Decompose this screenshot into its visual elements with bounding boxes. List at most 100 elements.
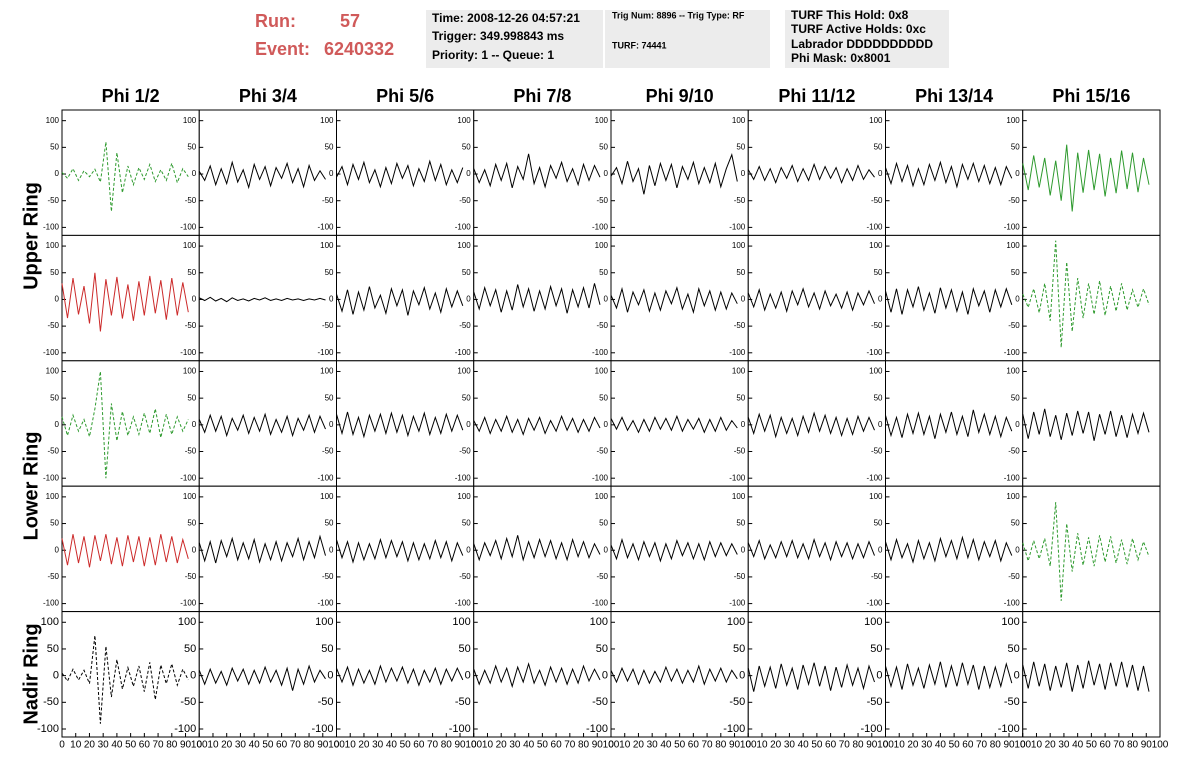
panel-frame	[473, 360, 612, 487]
x-tick-label: 100	[191, 740, 208, 751]
y-tick-label: 0	[1015, 545, 1020, 554]
y-tick-label: -50	[185, 447, 197, 456]
x-tick-label: 100	[740, 740, 757, 751]
x-tick-label: 10	[619, 740, 631, 751]
y-tick-label: -100	[43, 348, 60, 357]
waveform	[198, 534, 326, 564]
x-tick-label: 90	[180, 740, 192, 751]
y-tick-label: -50	[729, 696, 745, 708]
y-tick-label: -50	[1004, 696, 1020, 708]
y-tick-label: -50	[185, 196, 197, 205]
y-tick-label: 100	[864, 616, 882, 628]
y-tick-label: 50	[187, 519, 196, 528]
waveform	[61, 635, 189, 724]
x-tick-label: 100	[465, 740, 482, 751]
waveform	[885, 409, 1013, 439]
y-tick-label: -100	[174, 723, 196, 735]
y-tick-label: -50	[871, 196, 883, 205]
column-title: Phi 3/4	[239, 86, 297, 106]
y-tick-label: 50	[1011, 268, 1020, 277]
y-tick-label: 100	[46, 367, 60, 376]
waveform	[610, 414, 738, 434]
x-tick-label: 80	[166, 740, 178, 751]
y-tick-label: 100	[727, 616, 745, 628]
y-tick-label: 100	[320, 241, 334, 250]
y-tick-label: -50	[455, 696, 471, 708]
y-tick-label: 50	[459, 643, 471, 655]
y-tick-label: -50	[322, 447, 334, 456]
y-tick-label: -100	[180, 473, 197, 482]
y-tick-label: 50	[736, 393, 745, 402]
y-tick-label: 100	[183, 116, 197, 125]
y-tick-label: 0	[53, 670, 59, 682]
x-tick-label: 0	[745, 740, 751, 751]
y-tick-label: 0	[1015, 420, 1020, 429]
time: Time: 2008-12-26 04:57:21	[432, 11, 580, 25]
column-title: Phi 15/16	[1052, 86, 1130, 106]
y-tick-label: 100	[457, 116, 471, 125]
waveform	[885, 286, 1013, 315]
y-tick-label: 50	[187, 268, 196, 277]
y-tick-label: 50	[736, 142, 745, 151]
x-tick-label: 30	[372, 740, 384, 751]
x-tick-label: 40	[523, 740, 535, 751]
y-tick-label: 0	[1014, 670, 1020, 682]
waveform	[336, 285, 464, 316]
x-tick-label: 0	[196, 740, 202, 751]
waveform	[1022, 144, 1150, 212]
y-tick-label: 50	[325, 268, 334, 277]
x-tick-label: 90	[729, 740, 741, 751]
y-tick-label: 0	[878, 420, 883, 429]
y-tick-label: -50	[596, 196, 608, 205]
y-tick-label: 0	[55, 169, 60, 178]
column-title: Phi 7/8	[513, 86, 571, 106]
y-tick-label: -100	[586, 723, 608, 735]
x-tick-label: 20	[770, 740, 782, 751]
y-tick-label: -100	[311, 723, 333, 735]
y-tick-label: 0	[466, 420, 471, 429]
y-tick-label: 0	[327, 670, 333, 682]
y-tick-label: -100	[1004, 348, 1021, 357]
x-tick-label: 80	[990, 740, 1002, 751]
column-title: Phi 9/10	[646, 86, 714, 106]
y-tick-label: 100	[183, 241, 197, 250]
waveform	[1022, 660, 1150, 692]
y-tick-label: 0	[329, 420, 334, 429]
y-tick-label: -50	[1008, 447, 1020, 456]
x-tick-label: 0	[471, 740, 477, 751]
y-tick-label: 100	[732, 492, 746, 501]
y-tick-label: 100	[457, 492, 471, 501]
y-tick-label: 100	[595, 241, 609, 250]
y-tick-label: -100	[43, 599, 60, 608]
x-tick-label: 10	[70, 740, 82, 751]
x-tick-label: 90	[454, 740, 466, 751]
y-tick-label: -100	[180, 599, 197, 608]
y-tick-label: -50	[592, 696, 608, 708]
y-tick-label: 0	[604, 545, 609, 554]
y-tick-label: -100	[729, 473, 746, 482]
x-tick-label: 70	[1113, 740, 1125, 751]
x-tick-label: 10	[207, 740, 219, 751]
x-tick-label: 40	[1072, 740, 1084, 751]
waveform	[885, 535, 1013, 564]
y-tick-label: 100	[457, 241, 471, 250]
y-tick-label: -100	[449, 723, 471, 735]
waveform	[747, 411, 875, 439]
y-tick-label: -50	[47, 321, 59, 330]
waveform	[1022, 502, 1150, 601]
y-tick-label: 0	[466, 295, 471, 304]
waveform	[198, 664, 326, 691]
x-tick-label: 60	[1100, 740, 1112, 751]
y-tick-label: 50	[599, 393, 608, 402]
y-tick-label: -50	[322, 321, 334, 330]
waveform	[336, 537, 464, 564]
x-tick-label: 20	[221, 740, 233, 751]
mask: Phi Mask: 0x8001	[791, 51, 891, 65]
y-tick-label: -100	[317, 223, 334, 232]
y-tick-label: 50	[599, 519, 608, 528]
y-tick-label: -100	[723, 723, 745, 735]
panel-frame	[610, 109, 749, 236]
waveform	[336, 159, 464, 189]
x-tick-label: 0	[1020, 740, 1026, 751]
